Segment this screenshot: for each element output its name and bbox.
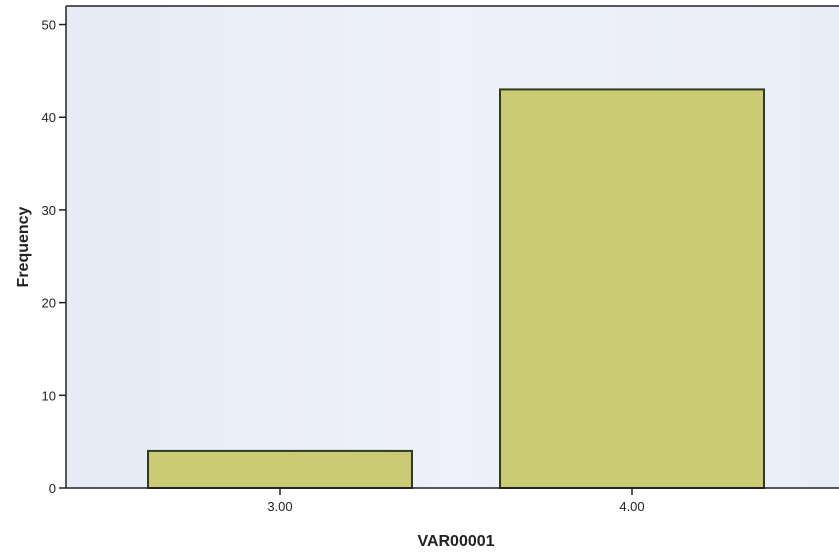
y-tick-label: 10 <box>42 388 56 403</box>
x-tick-label: 4.00 <box>619 499 644 514</box>
y-tick-label: 40 <box>42 110 56 125</box>
x-axis-title: VAR00001 <box>417 533 494 550</box>
y-tick-label: 20 <box>42 296 56 311</box>
bar-4.00 <box>499 88 765 490</box>
y-tick-label: 0 <box>49 481 56 496</box>
x-tick-label: 3.00 <box>267 499 292 514</box>
y-tick-label: 30 <box>42 203 56 218</box>
axes-group: 0 10 20 30 40 50 3.00 4.00 <box>42 5 839 514</box>
y-tick-label: 50 <box>42 18 56 33</box>
y-axis-title: Frequency <box>15 206 32 287</box>
bar-3.00 <box>147 449 413 489</box>
bars-group <box>147 88 765 490</box>
